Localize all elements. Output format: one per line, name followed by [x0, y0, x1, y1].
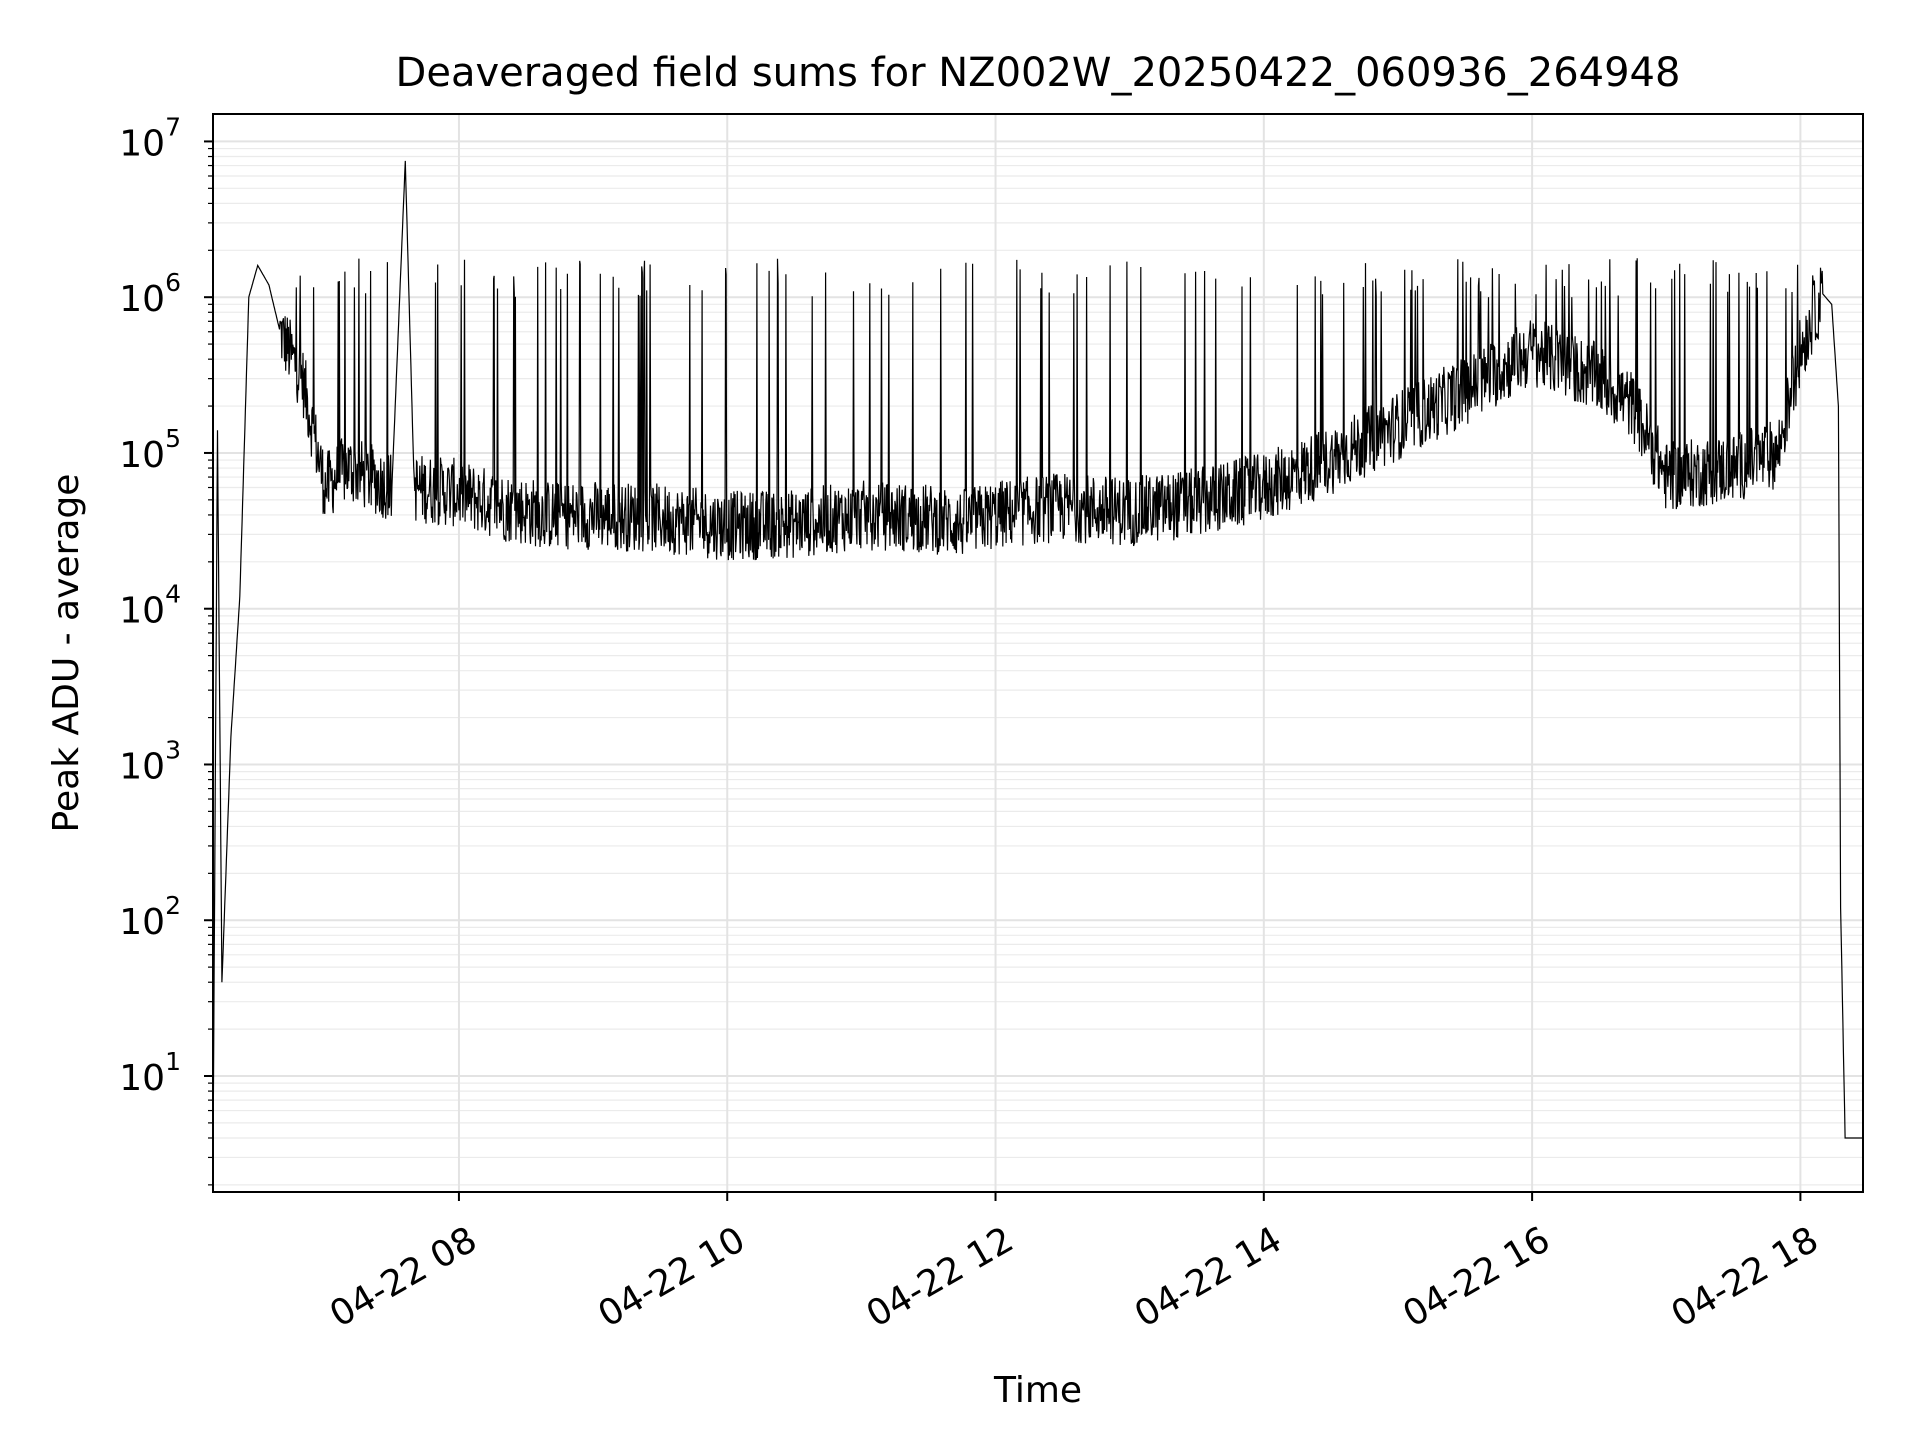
series-line — [212, 160, 1863, 1158]
y-tick-exponent: 1 — [165, 1047, 181, 1076]
y-tick-exponent: 5 — [165, 424, 181, 453]
y-tick-exponent: 3 — [165, 735, 181, 764]
y-tick-exponent: 4 — [165, 580, 181, 609]
y-tick-exponent: 2 — [165, 891, 181, 920]
plot-frame — [212, 113, 1864, 1193]
line-layer — [212, 160, 1863, 1158]
chart-title: Deaveraged field sums for NZ002W_2025042… — [396, 50, 1681, 96]
y-tick-exponent: 7 — [165, 112, 181, 141]
y-tick-exponent: 6 — [165, 268, 181, 297]
x-axis-label: Time — [993, 1370, 1082, 1411]
y-axis-label: Peak ADU - average — [46, 474, 87, 833]
